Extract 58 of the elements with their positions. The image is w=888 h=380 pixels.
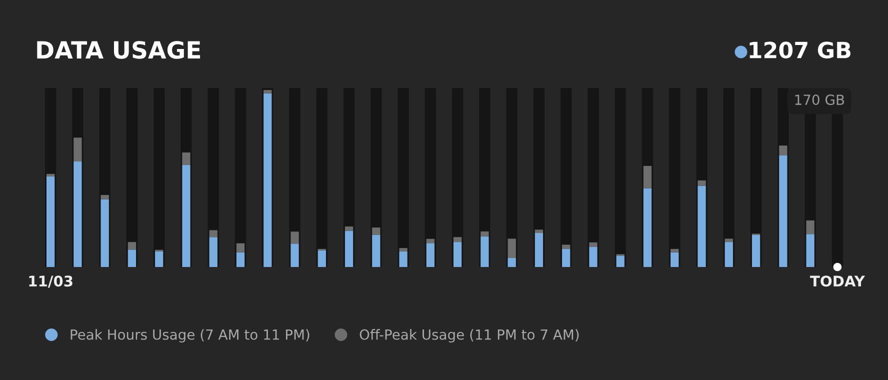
bar xyxy=(100,194,109,200)
bar xyxy=(589,247,598,267)
bar xyxy=(209,230,218,238)
bar xyxy=(508,238,516,258)
bar xyxy=(155,251,164,267)
x-tick-label: 11/03 xyxy=(29,276,72,288)
bar xyxy=(806,220,814,234)
bar xyxy=(372,228,380,235)
bar xyxy=(344,226,354,231)
bar xyxy=(74,162,82,267)
legend-label: Off-Peak Usage (11 PM to 7 AM) xyxy=(360,329,579,342)
bar xyxy=(74,138,82,162)
bar xyxy=(670,248,679,252)
bar xyxy=(534,230,544,234)
bar xyxy=(344,230,354,267)
x-tick-label: TODAY xyxy=(810,276,866,287)
bar xyxy=(724,242,733,267)
bar xyxy=(806,234,814,267)
bar xyxy=(128,242,136,250)
bar xyxy=(534,233,544,267)
text: 1207 GB xyxy=(750,42,850,58)
bar xyxy=(453,237,462,242)
bar xyxy=(724,238,733,242)
bar xyxy=(589,242,598,247)
bar xyxy=(46,174,55,177)
bar xyxy=(399,248,408,252)
bar xyxy=(182,164,190,267)
bar xyxy=(290,232,299,244)
bar xyxy=(508,258,516,267)
bar xyxy=(779,146,788,156)
bar xyxy=(752,234,760,267)
annotation: 170 GB xyxy=(795,94,844,106)
bar xyxy=(426,238,435,244)
bar xyxy=(698,180,706,186)
bar xyxy=(182,152,190,165)
bar xyxy=(453,242,462,267)
bar xyxy=(372,234,380,267)
legend-label: Peak Hours Usage (7 AM to 11 PM) xyxy=(70,329,310,342)
bar xyxy=(670,252,679,267)
bar xyxy=(100,199,109,267)
bar xyxy=(562,248,570,267)
bar xyxy=(480,236,489,267)
bar xyxy=(480,231,489,236)
bar xyxy=(426,243,435,267)
bar xyxy=(290,244,299,267)
bar xyxy=(643,166,652,188)
bar xyxy=(236,243,245,252)
bar xyxy=(779,155,788,267)
chart-title: DATA USAGE xyxy=(37,40,200,59)
bar xyxy=(209,237,218,267)
bar xyxy=(562,244,570,249)
bar xyxy=(128,250,136,267)
bar xyxy=(616,256,624,267)
bar xyxy=(698,186,706,267)
bar xyxy=(236,252,245,267)
bar xyxy=(264,90,272,94)
bar xyxy=(399,251,408,267)
bar xyxy=(318,250,326,267)
